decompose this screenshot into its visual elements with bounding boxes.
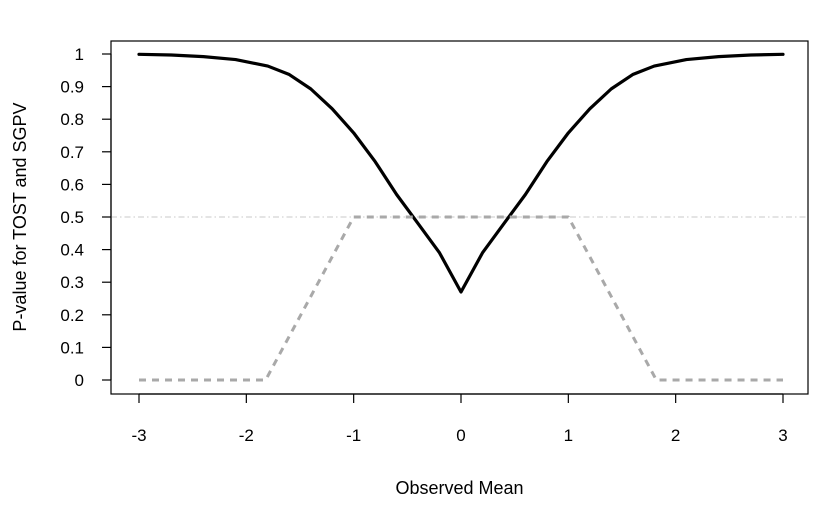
x-tick-label: 3	[778, 426, 787, 445]
x-tick-label: 2	[671, 426, 680, 445]
y-axis-title: P-value for TOST and SGPV	[10, 102, 30, 331]
y-tick-label: 1	[75, 45, 84, 64]
y-tick-label: 0.8	[60, 110, 84, 129]
y-tick-label: 0.3	[60, 273, 84, 292]
x-tick-label: 0	[456, 426, 465, 445]
y-tick-label: 0.4	[60, 241, 84, 260]
y-tick-label: 0.6	[60, 175, 84, 194]
x-tick-label: -3	[131, 426, 146, 445]
x-tick-label: 1	[564, 426, 573, 445]
x-tick-label: -2	[239, 426, 254, 445]
y-tick-label: 0.2	[60, 306, 84, 325]
x-axis-title: Observed Mean	[395, 478, 523, 498]
y-tick-label: 0.5	[60, 208, 84, 227]
sgpv-line	[139, 215, 783, 382]
y-tick-label: 0.1	[60, 338, 84, 357]
tost-pvalue-line	[137, 52, 785, 294]
y-tick-label: 0.7	[60, 143, 84, 162]
y-tick-label: 0.9	[60, 78, 84, 97]
x-tick-label: -1	[346, 426, 361, 445]
y-tick-label: 0	[75, 371, 84, 390]
